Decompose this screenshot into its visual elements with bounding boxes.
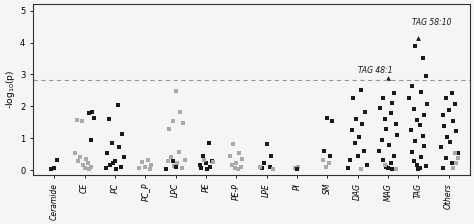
Text: TAG 58:10: TAG 58:10 — [412, 18, 452, 27]
Y-axis label: -log$_{10}$(p): -log$_{10}$(p) — [4, 70, 17, 109]
Text: TAG 48:1: TAG 48:1 — [357, 66, 392, 75]
